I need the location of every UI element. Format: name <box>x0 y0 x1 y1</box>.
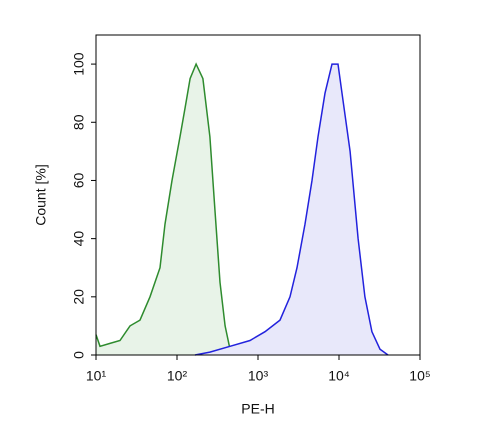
y-axis-label: Count [%] <box>33 164 49 225</box>
y-tick-label: 80 <box>71 114 87 130</box>
x-axis-label: PE-H <box>241 401 274 417</box>
line <box>95 62 236 356</box>
y-tick-label: 0 <box>71 351 87 359</box>
x-tick-label: 10³ <box>248 368 269 384</box>
y-tick-label: 60 <box>71 172 87 188</box>
y-tick-label: 40 <box>71 231 87 247</box>
x-tick-label: 10² <box>167 368 188 384</box>
x-tick-label: 10⁴ <box>328 368 350 384</box>
line <box>194 63 389 356</box>
y-tick-label: 100 <box>71 52 87 76</box>
area-fill <box>195 64 388 355</box>
plot-frame <box>95 34 421 356</box>
x-tick-label: 10⁵ <box>409 368 430 384</box>
y-tick-label: 20 <box>71 289 87 305</box>
area-fill <box>96 64 235 355</box>
x-tick-label: 10¹ <box>86 368 107 384</box>
